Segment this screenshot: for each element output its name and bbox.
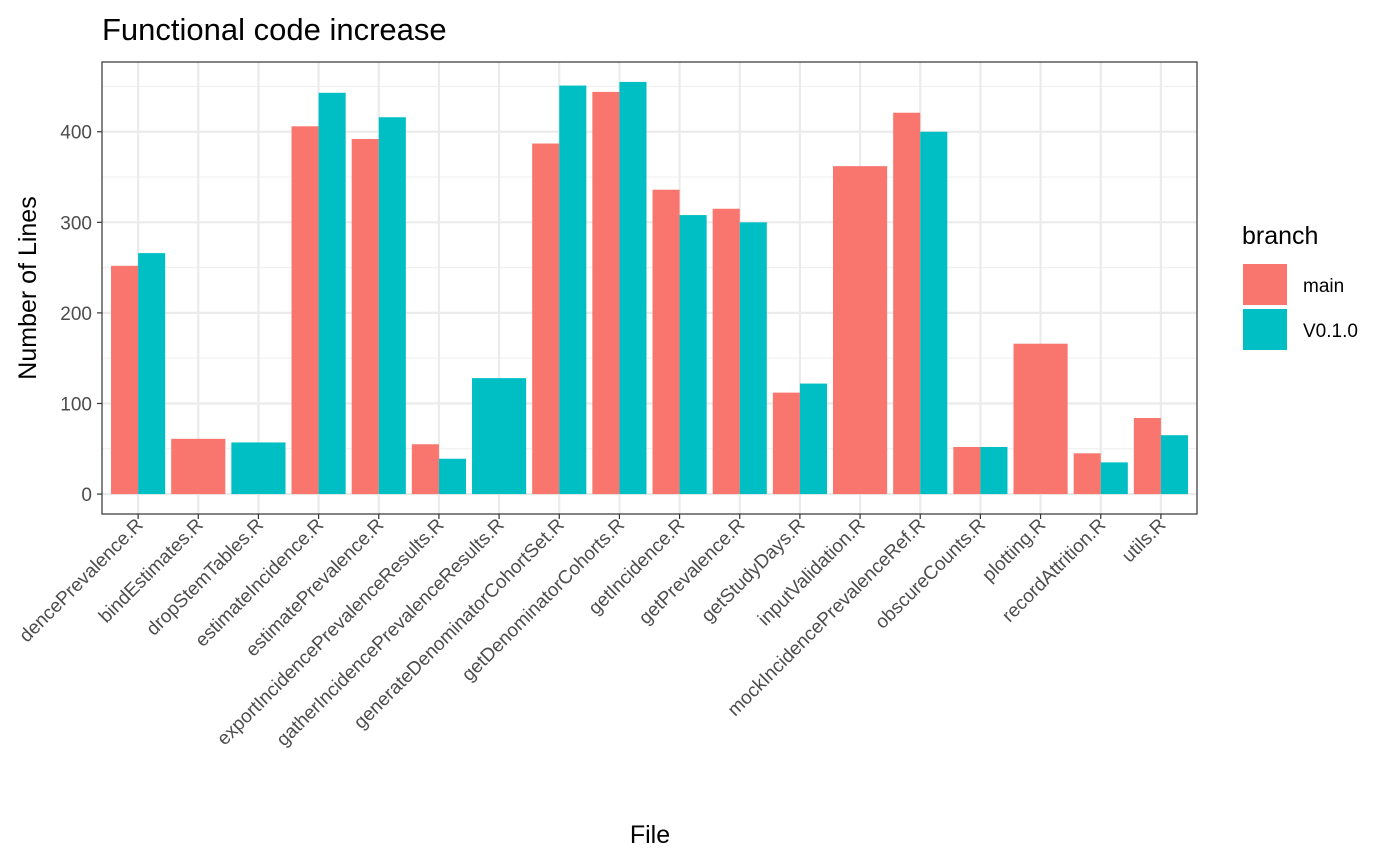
bar-main bbox=[1133, 417, 1161, 495]
bar-main bbox=[953, 446, 981, 495]
bar-v0-1-0 bbox=[619, 81, 647, 495]
y-tick-label: 0 bbox=[81, 485, 92, 506]
x-tick-label: bindEstimates.R bbox=[95, 515, 208, 628]
y-tick-label: 400 bbox=[60, 123, 92, 144]
legend-swatch bbox=[1243, 309, 1287, 350]
x-tick-label: inputValidation.R bbox=[754, 515, 869, 630]
bar-v0-1-0 bbox=[679, 215, 707, 495]
x-axis-title: File bbox=[630, 821, 670, 849]
bar-v0-1-0 bbox=[438, 458, 466, 495]
bar-v0-1-0 bbox=[980, 446, 1008, 495]
chart-title: Functional code increase bbox=[102, 12, 447, 47]
bar-main bbox=[111, 265, 139, 495]
x-tick-label: dropStemTables.R bbox=[143, 515, 268, 640]
bar-main bbox=[772, 392, 800, 495]
y-axis: 0 100 200 300 400 bbox=[60, 123, 102, 506]
bar-v0-1-0 bbox=[799, 383, 827, 495]
y-tick-label: 300 bbox=[60, 213, 92, 234]
bar-v0-1-0 bbox=[559, 85, 587, 495]
x-tick-label: obscureCounts.R bbox=[871, 515, 990, 634]
bar-main bbox=[893, 112, 921, 495]
bar-v0-1-0 bbox=[472, 378, 527, 495]
bar-main bbox=[171, 438, 226, 495]
bar-v0-1-0 bbox=[318, 92, 346, 495]
legend-title: branch bbox=[1242, 222, 1318, 250]
legend-label: main bbox=[1303, 276, 1344, 297]
bar-main bbox=[351, 138, 379, 495]
bar-v0-1-0 bbox=[1160, 435, 1188, 495]
bar-main bbox=[1013, 343, 1068, 495]
bar-main bbox=[833, 166, 888, 495]
bar-v0-1-0 bbox=[231, 442, 286, 495]
bar-main bbox=[712, 208, 740, 495]
x-tick-label: utils.R bbox=[1118, 515, 1170, 567]
bar-main bbox=[532, 143, 560, 495]
x-tick-label: recordAttrition.R bbox=[998, 515, 1110, 627]
x-tick-label: generateDenominatorCohortSet.R bbox=[350, 515, 569, 734]
bar-v0-1-0 bbox=[920, 131, 948, 495]
x-tick-label: gatherIncidencePrevalenceResults.R bbox=[273, 515, 509, 751]
plot-panel bbox=[101, 61, 1198, 515]
bar-v0-1-0 bbox=[739, 222, 767, 495]
x-axis: dencePrevalence.RbindEstimates.RdropStem… bbox=[16, 514, 1170, 751]
y-axis-title: Number of Lines bbox=[14, 196, 42, 379]
bar-main bbox=[1073, 453, 1101, 495]
legend-swatch bbox=[1243, 264, 1287, 305]
bar-v0-1-0 bbox=[138, 253, 166, 495]
y-tick-label: 100 bbox=[60, 394, 92, 415]
legend-label: V0.1.0 bbox=[1303, 321, 1358, 342]
bar-main bbox=[291, 126, 319, 495]
x-tick-label: getPrevalence.R bbox=[635, 515, 749, 629]
bar-main bbox=[411, 444, 439, 495]
x-tick-label: getStudyDays.R bbox=[698, 515, 810, 627]
y-tick-label: 200 bbox=[60, 304, 92, 325]
bar-v0-1-0 bbox=[378, 117, 406, 495]
bar-v0-1-0 bbox=[1100, 462, 1128, 495]
bar-main bbox=[592, 91, 620, 495]
x-tick-label: exportIncidencePrevalenceResults.R bbox=[213, 515, 448, 750]
panel-border bbox=[101, 61, 1198, 515]
bar-main bbox=[652, 189, 680, 495]
legend: branch main V0.1.0 bbox=[1242, 222, 1358, 350]
